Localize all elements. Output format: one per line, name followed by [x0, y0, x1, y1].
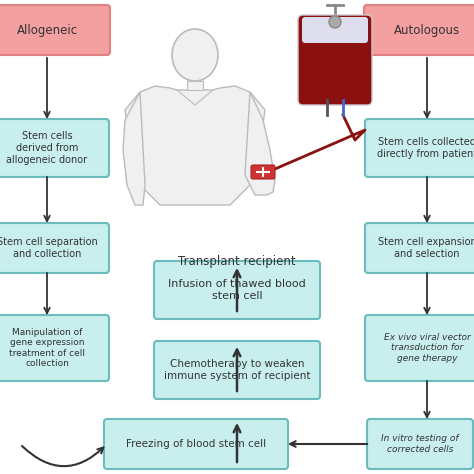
- FancyBboxPatch shape: [0, 315, 109, 381]
- Text: Stem cells collected
directly from patient: Stem cells collected directly from patie…: [377, 137, 474, 159]
- Polygon shape: [123, 92, 145, 205]
- Text: Ex vivo viral vector
transduction for
gene therapy: Ex vivo viral vector transduction for ge…: [383, 333, 470, 363]
- FancyBboxPatch shape: [154, 341, 320, 399]
- FancyBboxPatch shape: [365, 223, 474, 273]
- FancyBboxPatch shape: [365, 119, 474, 177]
- FancyBboxPatch shape: [104, 419, 288, 469]
- Text: Chemotherapy to weaken
immune system of recipient: Chemotherapy to weaken immune system of …: [164, 359, 310, 381]
- Polygon shape: [245, 92, 275, 195]
- Text: Freezing of blood stem cell: Freezing of blood stem cell: [126, 439, 266, 449]
- Text: Autologous: Autologous: [394, 24, 460, 36]
- FancyBboxPatch shape: [364, 5, 474, 55]
- FancyBboxPatch shape: [298, 15, 372, 105]
- FancyBboxPatch shape: [302, 17, 368, 43]
- Text: Stem cells
derived from
allogeneic donor: Stem cells derived from allogeneic donor: [7, 131, 88, 164]
- Circle shape: [329, 16, 341, 28]
- FancyBboxPatch shape: [251, 165, 275, 179]
- FancyBboxPatch shape: [0, 119, 109, 177]
- Text: Allogeneic: Allogeneic: [17, 24, 78, 36]
- FancyBboxPatch shape: [0, 223, 109, 273]
- FancyBboxPatch shape: [365, 315, 474, 381]
- FancyBboxPatch shape: [367, 419, 473, 469]
- Polygon shape: [187, 81, 203, 90]
- Text: Infusion of thawed blood
stem cell: Infusion of thawed blood stem cell: [168, 279, 306, 301]
- Text: Stem cell expansion
and selection: Stem cell expansion and selection: [378, 237, 474, 259]
- FancyBboxPatch shape: [0, 5, 110, 55]
- Text: In vitro testing of
corrected cells: In vitro testing of corrected cells: [381, 434, 459, 454]
- Text: Transplant recipient: Transplant recipient: [178, 255, 296, 268]
- Text: Stem cell separation
and collection: Stem cell separation and collection: [0, 237, 97, 259]
- Text: Manipulation of
gene expression
treatment of cell
collection: Manipulation of gene expression treatmen…: [9, 328, 85, 368]
- FancyBboxPatch shape: [154, 261, 320, 319]
- Ellipse shape: [172, 29, 218, 81]
- Polygon shape: [125, 86, 265, 205]
